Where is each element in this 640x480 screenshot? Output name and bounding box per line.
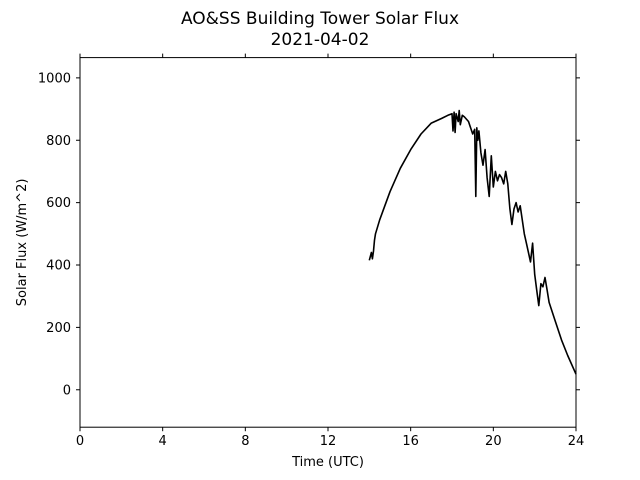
x-tick-label: 20 xyxy=(485,434,502,449)
y-tick-label: 0 xyxy=(63,383,71,398)
solar-flux-line xyxy=(368,109,577,375)
y-tick-label: 800 xyxy=(46,134,71,149)
y-axis-ticks: 0 200 400 600 800 1000 xyxy=(38,71,580,398)
chart-subtitle: 2021-04-02 xyxy=(271,30,370,50)
x-axis-label: Time (UTC) xyxy=(291,455,364,470)
x-tick-label: 24 xyxy=(568,434,585,449)
y-axis-label: Solar Flux (W/m^2) xyxy=(15,179,30,307)
x-tick-label: 8 xyxy=(241,434,249,449)
plot-frame xyxy=(79,57,577,428)
y-tick-label: 600 xyxy=(46,196,71,211)
y-tick-label: 1000 xyxy=(38,71,71,86)
x-axis-ticks: 0 4 8 12 16 20 24 xyxy=(76,53,585,449)
x-tick-label: 4 xyxy=(159,434,167,449)
y-tick-label: 200 xyxy=(46,321,71,336)
y-tick-label: 400 xyxy=(46,259,71,274)
x-tick-label: 12 xyxy=(320,434,337,449)
chart-title: AO&SS Building Tower Solar Flux xyxy=(181,9,459,29)
x-tick-label: 16 xyxy=(402,434,419,449)
x-tick-label: 0 xyxy=(76,434,84,449)
